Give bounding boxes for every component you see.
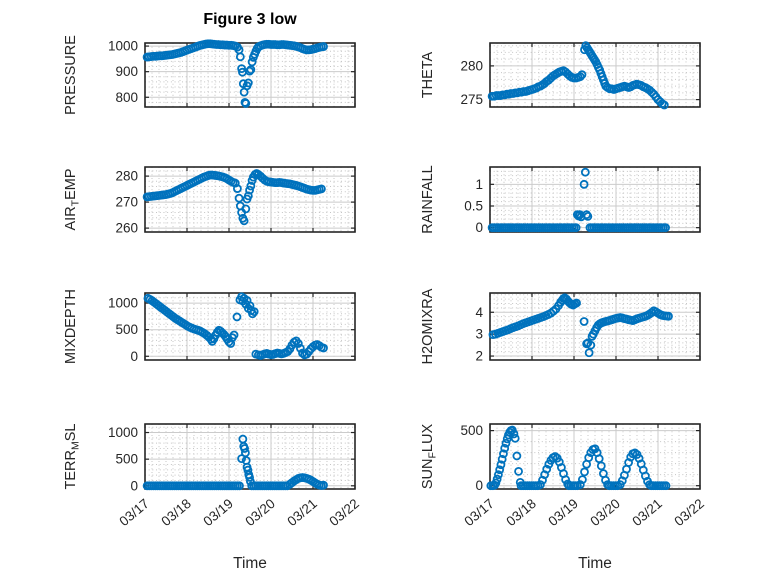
air-temp-ylabel: AIRTEMP bbox=[63, 168, 82, 230]
pressure-ytick: 900 bbox=[115, 64, 138, 79]
h2omixra-ytick: 2 bbox=[475, 349, 483, 364]
terr-msl-xtick: 03/19 bbox=[200, 496, 236, 529]
sun-flux-xtick: 03/20 bbox=[587, 496, 623, 529]
pressure-chart: 800 900 1000 PRESSURE bbox=[63, 35, 356, 115]
sun-flux-chart: 0 500 03/17 03/18 03/19 03/20 03/21 03/22 Time SU… bbox=[420, 423, 707, 572]
terr-msl-ylabel: TERRMSL bbox=[63, 424, 82, 490]
terr-msl-ytick: 1000 bbox=[108, 425, 138, 440]
sun-flux-xtick: 03/19 bbox=[545, 496, 581, 529]
sun-flux-ylabel: SUNFLUX bbox=[420, 424, 439, 490]
rainfall-ytick: 1 bbox=[475, 177, 483, 192]
terr-msl-xtick: 03/21 bbox=[284, 496, 320, 529]
x-axis-label: Time bbox=[578, 555, 612, 572]
subplot-air-temp: 260 270 280 AIRTEMP bbox=[55, 159, 356, 252]
theta-chart: 275 280 THETA bbox=[420, 41, 701, 110]
sun-flux-xtick: 03/22 bbox=[671, 496, 707, 529]
rainfall-ytick: 0 bbox=[475, 220, 483, 235]
terr-msl-ytick: 0 bbox=[130, 478, 138, 493]
sun-flux-xtick: 03/21 bbox=[629, 496, 665, 529]
subplot-rainfall: 0 0.5 1 RAINFALL bbox=[400, 159, 701, 252]
rainfall-ylabel: RAINFALL bbox=[420, 165, 436, 234]
mixdepth-chart: 0 500 1000 MIXDEPTH bbox=[63, 289, 356, 364]
sun-flux-ytick: 0 bbox=[475, 478, 483, 493]
terr-msl-xtick: 03/18 bbox=[158, 496, 194, 529]
terr-msl-chart: 0 500 1000 03/17 03/18 03/19 03/20 03/21 03/22 Ti… bbox=[63, 423, 362, 572]
pressure-ylabel: PRESSURE bbox=[63, 35, 79, 115]
subplot-theta: 275 280 THETA bbox=[400, 35, 701, 127]
terr-msl-ytick: 500 bbox=[115, 452, 138, 467]
air-temp-chart: 260 270 280 AIRTEMP bbox=[63, 166, 356, 236]
h2omixra-ytick: 4 bbox=[475, 305, 483, 320]
air-temp-ytick: 260 bbox=[115, 221, 138, 236]
rainfall-chart: 0 0.5 1 RAINFALL bbox=[420, 165, 701, 235]
theta-ylabel: THETA bbox=[420, 51, 436, 98]
figure-title: Figure 3 low bbox=[203, 11, 297, 28]
h2omixra-ytick: 3 bbox=[475, 327, 483, 342]
terr-msl-xtick: 03/17 bbox=[116, 496, 152, 529]
sun-flux-xtick: 03/18 bbox=[503, 496, 539, 529]
mixdepth-ylabel: MIXDEPTH bbox=[63, 289, 79, 364]
sun-flux-ytick: 500 bbox=[460, 423, 483, 438]
theta-ytick: 275 bbox=[460, 92, 483, 107]
rainfall-ytick: 0.5 bbox=[464, 199, 483, 214]
air-temp-ytick: 280 bbox=[115, 169, 138, 184]
mixdepth-ytick: 0 bbox=[130, 349, 138, 364]
h2omixra-chart: 2 3 4 H2OMIXRA bbox=[420, 288, 701, 364]
subplot-sun-flux: 0 500 03/17 03/18 03/19 03/20 03/21 03/22 Time SU… bbox=[400, 416, 707, 583]
pressure-ytick: 1000 bbox=[108, 39, 138, 54]
h2omixra-ylabel: H2OMIXRA bbox=[420, 288, 436, 364]
sun-flux-xtick: 03/17 bbox=[461, 496, 497, 529]
terr-msl-xtick: 03/22 bbox=[326, 496, 362, 529]
terr-msl-xtick: 03/20 bbox=[242, 496, 278, 529]
x-axis-label: Time bbox=[233, 555, 267, 572]
subplot-mixdepth: 0 500 1000 MIXDEPTH bbox=[55, 285, 356, 380]
subplot-pressure: 800 900 1000 PRESSURE bbox=[55, 35, 356, 127]
mixdepth-ytick: 500 bbox=[115, 322, 138, 337]
subplot-terr-msl: 0 500 1000 03/17 03/18 03/19 03/20 03/21 03/22 Ti… bbox=[55, 416, 362, 583]
mixdepth-ytick: 1000 bbox=[108, 296, 138, 311]
subplot-h2omixra: 2 3 4 H2OMIXRA bbox=[400, 285, 701, 380]
air-temp-ytick: 270 bbox=[115, 195, 138, 210]
theta-ytick: 280 bbox=[460, 58, 483, 73]
pressure-ytick: 800 bbox=[115, 90, 138, 105]
